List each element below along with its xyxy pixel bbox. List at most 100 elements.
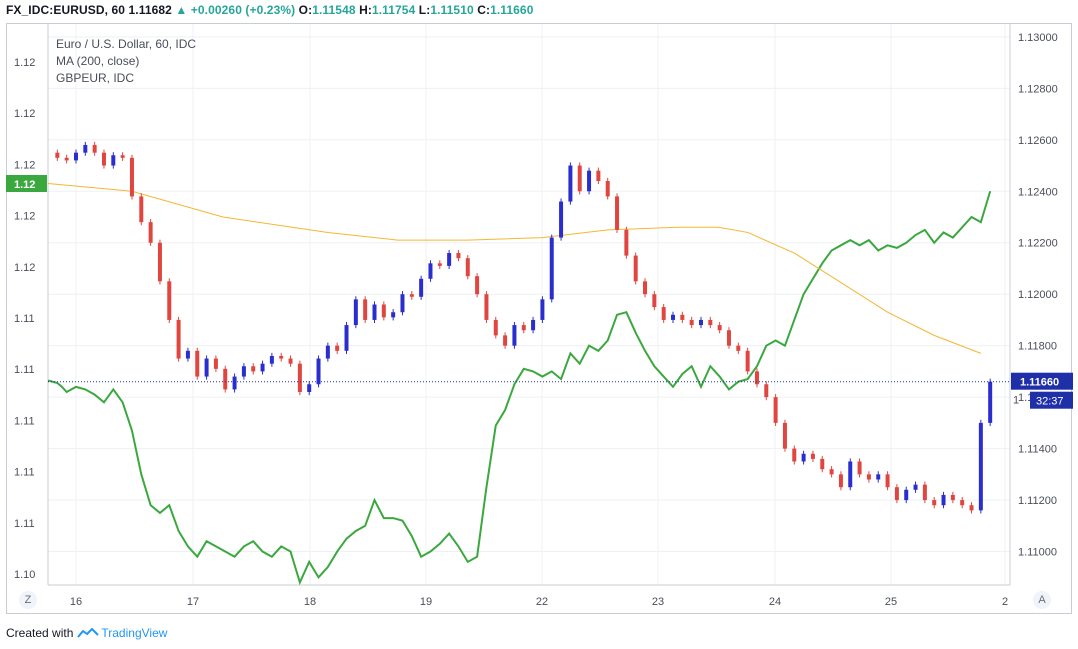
candle-body bbox=[885, 474, 890, 488]
candle-body bbox=[409, 294, 414, 297]
candle-body bbox=[55, 152, 60, 158]
candle-body bbox=[960, 500, 965, 506]
candle-body bbox=[932, 500, 937, 506]
candle-body bbox=[139, 196, 144, 223]
right-axis-tick: 1.11800 bbox=[1018, 341, 1057, 353]
candle-body bbox=[372, 304, 377, 320]
candle-body bbox=[204, 358, 209, 377]
candle-body bbox=[185, 350, 190, 359]
legend-compare: GBPEUR, IDC bbox=[56, 71, 135, 85]
candle-body bbox=[680, 314, 685, 320]
candle-body bbox=[801, 453, 806, 462]
candle-body bbox=[568, 165, 573, 202]
x-axis-tick: 18 bbox=[304, 596, 316, 608]
high-value: 1.11754 bbox=[371, 3, 416, 17]
candle-body bbox=[661, 307, 666, 320]
candle-body bbox=[465, 258, 470, 277]
candle-body bbox=[717, 325, 722, 331]
right-axis-tick: 1.12400 bbox=[1018, 186, 1058, 198]
candle-body bbox=[381, 304, 386, 318]
last-price: 1.11682 bbox=[128, 3, 172, 17]
candle-body bbox=[176, 319, 181, 359]
candle-body bbox=[148, 222, 153, 243]
candle-body bbox=[260, 363, 265, 372]
candle-body bbox=[92, 144, 97, 153]
legend-main-series: Euro / U.S. Dollar, 60, IDC bbox=[56, 37, 197, 51]
candle-body bbox=[232, 376, 237, 390]
candle-body bbox=[736, 345, 741, 351]
candle-body bbox=[866, 474, 871, 480]
candle-body bbox=[698, 319, 703, 326]
chart-legend: Euro / U.S. Dollar, 60, IDC MA (200, clo… bbox=[56, 36, 196, 87]
candle-body bbox=[475, 276, 480, 295]
left-value-badge bbox=[6, 175, 47, 192]
candle-body bbox=[391, 312, 396, 318]
open-value: 1.11548 bbox=[312, 3, 356, 17]
x-axis-tick: 2 bbox=[1002, 596, 1008, 608]
low-label: L: bbox=[418, 3, 431, 17]
left-axis-tick: 1.11 bbox=[14, 364, 35, 376]
tradingview-brand[interactable]: TradingView bbox=[101, 626, 168, 640]
candle-body bbox=[764, 384, 769, 398]
candle-body bbox=[876, 474, 881, 480]
left-axis-tick: 1.11 bbox=[14, 415, 35, 427]
left-axis-tick: 1.11 bbox=[14, 313, 35, 325]
ma-line bbox=[47, 183, 982, 354]
candle-body bbox=[941, 494, 946, 506]
symbol-label: FX_IDC:EURUSD, 60 bbox=[6, 3, 126, 17]
candle-body bbox=[988, 381, 993, 423]
auto-scale-right-button[interactable]: A bbox=[1033, 591, 1051, 609]
candle-body bbox=[857, 461, 862, 475]
x-axis-tick: 25 bbox=[885, 596, 897, 608]
candle-body bbox=[325, 345, 330, 359]
candle-body bbox=[129, 157, 134, 197]
candle-body bbox=[922, 484, 927, 501]
left-axis-tick: 1.12 bbox=[14, 262, 35, 274]
candle-body bbox=[969, 505, 974, 511]
low-value: 1.11510 bbox=[430, 3, 474, 17]
close-label: C: bbox=[477, 3, 491, 17]
legend-ma: MA (200, close) bbox=[56, 54, 140, 68]
candle-body bbox=[773, 397, 778, 423]
candle-body bbox=[503, 335, 508, 346]
candle-body bbox=[577, 165, 582, 192]
candle-body bbox=[782, 422, 787, 449]
candle-body bbox=[251, 366, 256, 372]
candle-body bbox=[297, 363, 302, 392]
candle-body bbox=[950, 494, 955, 501]
candle-body bbox=[344, 325, 349, 351]
auto-scale-left-button[interactable]: Z bbox=[19, 591, 37, 609]
candle-body bbox=[223, 368, 228, 390]
left-axis-tick: 1.12 bbox=[14, 57, 35, 69]
countdown-badge bbox=[1030, 391, 1073, 409]
x-axis-tick: 17 bbox=[187, 596, 199, 608]
candle-body bbox=[726, 330, 731, 346]
price-change: +0.00260 (+0.23%) bbox=[190, 3, 296, 17]
candle-body bbox=[745, 350, 750, 372]
candle-body bbox=[316, 358, 321, 385]
candle-body bbox=[241, 366, 246, 377]
left-axis-tick: 1.12 bbox=[14, 211, 35, 223]
right-axis-tick: 1.12200 bbox=[1018, 238, 1058, 250]
high-label: H: bbox=[359, 3, 372, 17]
candle-body bbox=[559, 201, 564, 238]
candle-body bbox=[587, 170, 592, 192]
candle-body bbox=[456, 253, 461, 259]
candle-body bbox=[111, 155, 116, 166]
candle-body bbox=[101, 152, 106, 166]
candle-body bbox=[484, 294, 489, 320]
candle-body bbox=[419, 278, 424, 297]
candle-body bbox=[829, 469, 834, 475]
candle-body bbox=[493, 319, 498, 336]
candle-body bbox=[810, 453, 815, 459]
created-with-label: Created with bbox=[6, 626, 74, 640]
candle-body bbox=[64, 157, 69, 161]
candle-body bbox=[363, 299, 368, 320]
candle-body bbox=[978, 422, 983, 511]
right-axis-tick: 1.12600 bbox=[1018, 135, 1058, 147]
close-value: 1.11660 bbox=[490, 3, 534, 17]
price-chart[interactable]: 1.13000 1.12800 1.12600 1.12400 1.12200 1.120… bbox=[0, 0, 1078, 620]
chart-header: FX_IDC:EURUSD, 60 1.11682 ▲ +0.00260 (+0… bbox=[6, 3, 533, 17]
candle-body bbox=[279, 355, 284, 359]
up-arrow-icon: ▲ bbox=[175, 3, 188, 17]
